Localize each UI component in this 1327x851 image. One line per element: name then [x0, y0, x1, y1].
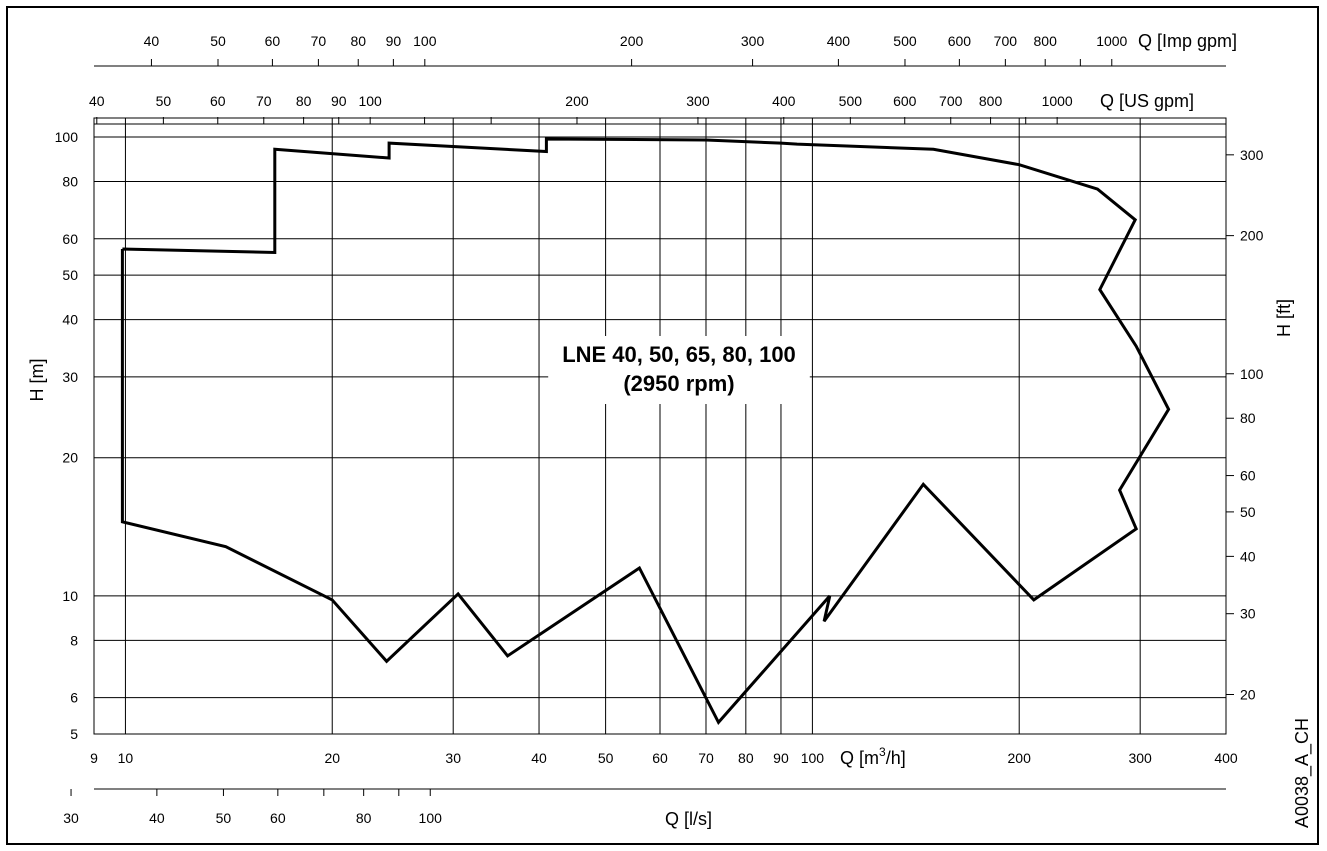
secondary-axis-tick-label: 300 — [741, 33, 765, 49]
x-tick-label: 50 — [598, 750, 614, 766]
secondary-axis-tick-label: 800 — [1034, 33, 1058, 49]
x-tick-label: 30 — [445, 750, 461, 766]
x-tick-label: 20 — [324, 750, 340, 766]
secondary-axis-tick-label: 1000 — [1042, 93, 1073, 109]
secondary-axis-tick-label: 60 — [270, 810, 286, 826]
secondary-axis-tick-label: 60 — [265, 33, 281, 49]
y-tick-label: 30 — [62, 369, 78, 385]
chart-subtitle: (2950 rpm) — [623, 371, 734, 396]
x-tick-label: 90 — [773, 750, 789, 766]
x-tick-label: 300 — [1128, 750, 1152, 766]
secondary-axis-tick-label: 70 — [256, 93, 272, 109]
performance-envelope — [120, 137, 1171, 726]
secondary-axis-tick-label: 200 — [565, 93, 589, 109]
secondary-axis-tick-label: 700 — [994, 33, 1018, 49]
y-axis-title: H [m] — [27, 359, 47, 402]
y2-tick-label: 30 — [1240, 606, 1256, 622]
x3-axis-title-imp-gpm: Q [Imp gpm] — [1138, 31, 1237, 51]
secondary-axis-tick-label: 80 — [296, 93, 312, 109]
y2-tick-label: 40 — [1240, 548, 1256, 564]
secondary-axis-tick-label: 500 — [839, 93, 863, 109]
series-layer — [120, 137, 1171, 726]
y2-tick-label: 300 — [1240, 147, 1264, 163]
secondary-axis-tick-label: 50 — [210, 33, 226, 49]
y2-tick-label: 50 — [1240, 504, 1256, 520]
x4-axis-title-ls: Q [l/s] — [665, 809, 712, 829]
figure-code: A0038_A_CH — [1292, 718, 1313, 828]
y-tick-label: 80 — [62, 173, 78, 189]
secondary-axis-tick-label: 70 — [311, 33, 327, 49]
secondary-axis-tick-label: 60 — [210, 93, 226, 109]
axes-layer: 9 10 20 30 40 50 60 70 80 90 100 200 300 400 5 6 8 10 20 30… — [55, 33, 1264, 826]
y-tick-label: 50 — [62, 267, 78, 283]
secondary-axis-tick-label: 200 — [620, 33, 644, 49]
x-tick-label: 10 — [118, 750, 134, 766]
y2-tick-label: 20 — [1240, 687, 1256, 703]
secondary-axis-tick-label: 500 — [893, 33, 917, 49]
secondary-axis-tick-label: 90 — [331, 93, 347, 109]
secondary-axis-tick-label: 600 — [948, 33, 972, 49]
x-tick-label: 60 — [652, 750, 668, 766]
x2-axis-title-us-gpm: Q [US gpm] — [1100, 91, 1194, 111]
secondary-axis-tick-label: 100 — [419, 810, 443, 826]
grid-layer — [94, 118, 1226, 734]
secondary-axis-tick-label: 80 — [356, 810, 372, 826]
chart-frame — [6, 6, 1319, 845]
x-tick-label: 70 — [698, 750, 714, 766]
x-tick-label: 80 — [738, 750, 754, 766]
y-tick-label: 40 — [62, 312, 78, 328]
secondary-axis-tick-label: 400 — [827, 33, 851, 49]
secondary-axis-tick-label: 100 — [413, 33, 437, 49]
x-tick-label: 9 — [90, 750, 98, 766]
secondary-axis-tick-label: 100 — [358, 93, 382, 109]
secondary-axis-tick-label: 90 — [386, 33, 402, 49]
secondary-axis-tick-label: 40 — [144, 33, 160, 49]
x-tick-label: 200 — [1008, 750, 1032, 766]
secondary-axis-tick-label: 50 — [156, 93, 172, 109]
y-tick-label: 5 — [70, 726, 78, 742]
x-tick-label: 40 — [531, 750, 547, 766]
x-tick-label: 400 — [1214, 750, 1238, 766]
y-tick-label: 6 — [70, 690, 78, 706]
secondary-axis-tick-label: 800 — [979, 93, 1003, 109]
secondary-axis-tick-label: 40 — [89, 93, 105, 109]
secondary-axis-tick-label: 600 — [893, 93, 917, 109]
y2-axis-title: H [ft] — [1274, 299, 1294, 337]
y2-tick-label: 80 — [1240, 410, 1256, 426]
secondary-axis-tick-label: 700 — [939, 93, 963, 109]
secondary-axis-tick-label: 400 — [772, 93, 796, 109]
y-tick-label: 20 — [62, 450, 78, 466]
plot-border — [93, 117, 1227, 735]
y2-tick-label: 60 — [1240, 468, 1256, 484]
chart-title: LNE 40, 50, 65, 80, 100 — [562, 342, 796, 367]
y-tick-label: 60 — [62, 231, 78, 247]
y2-tick-label: 100 — [1240, 366, 1264, 382]
secondary-axis-tick-label: 80 — [350, 33, 366, 49]
y2-tick-label: 200 — [1240, 228, 1264, 244]
x-axis-title: Q [m3/h] — [840, 745, 906, 768]
title-background — [548, 336, 810, 404]
secondary-axis-tick-label: 30 — [63, 810, 79, 826]
y-tick-label: 10 — [62, 588, 78, 604]
secondary-axis-tick-label: 1000 — [1096, 33, 1127, 49]
secondary-axis-tick-label: 50 — [216, 810, 232, 826]
secondary-axis-tick-label: 40 — [149, 810, 165, 826]
y-tick-label: 8 — [70, 632, 78, 648]
secondary-axis-tick-label: 300 — [686, 93, 710, 109]
x-tick-label: 100 — [801, 750, 825, 766]
y-tick-label: 100 — [55, 129, 79, 145]
